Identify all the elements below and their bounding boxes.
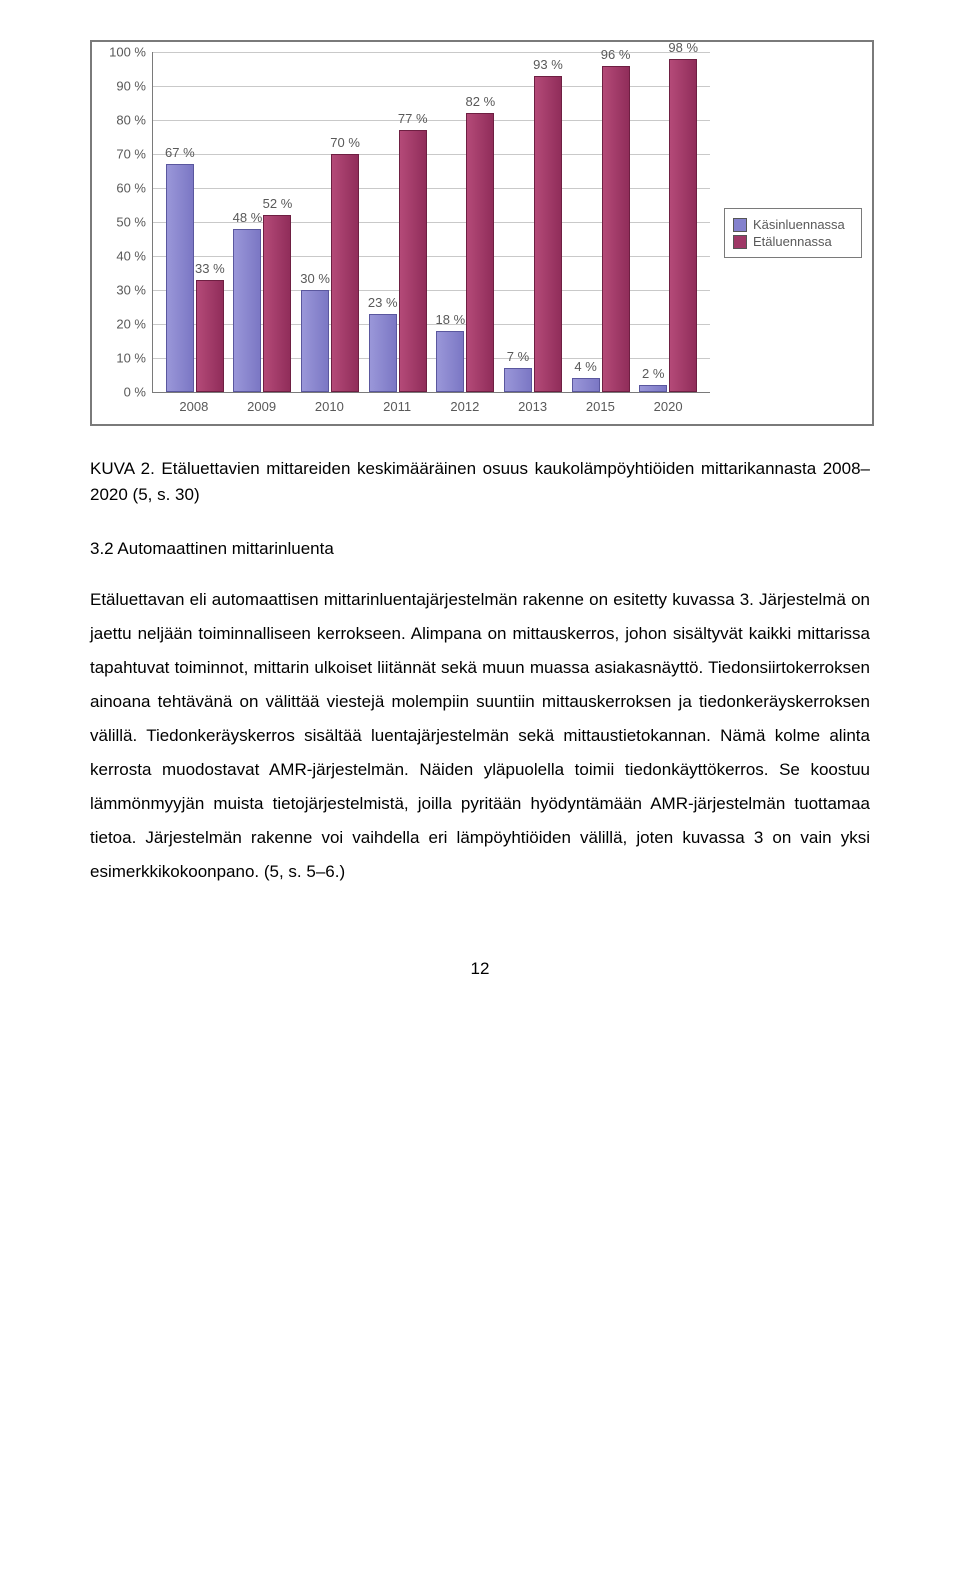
bar-group: 48 %52 % xyxy=(233,52,291,392)
bar-series-b: 93 % xyxy=(534,76,562,392)
bar-value-label: 77 % xyxy=(398,111,428,126)
page-number: 12 xyxy=(90,959,870,979)
bar-group: 2 %98 % xyxy=(639,52,697,392)
body-paragraph: Etäluettavan eli automaattisen mittarinl… xyxy=(90,583,870,889)
bar-series-a: 4 % xyxy=(572,378,600,392)
x-tick-label: 2013 xyxy=(503,399,563,414)
y-tick-label: 100 % xyxy=(98,45,146,60)
bar-series-b: 33 % xyxy=(196,280,224,392)
legend-swatch-b xyxy=(733,235,747,249)
bar-series-a: 48 % xyxy=(233,229,261,392)
y-tick-label: 20 % xyxy=(98,317,146,332)
bar-group: 67 %33 % xyxy=(166,52,224,392)
bar-series-a: 30 % xyxy=(301,290,329,392)
legend-swatch-a xyxy=(733,218,747,232)
y-tick-label: 50 % xyxy=(98,215,146,230)
bar-value-label: 52 % xyxy=(263,196,293,211)
bar-value-label: 82 % xyxy=(465,94,495,109)
bar-series-a: 7 % xyxy=(504,368,532,392)
x-tick-label: 2020 xyxy=(638,399,698,414)
legend-label-b: Etäluennassa xyxy=(753,234,832,249)
bar-group: 7 %93 % xyxy=(504,52,562,392)
bar-series-a: 18 % xyxy=(436,331,464,392)
legend-item-b: Etäluennassa xyxy=(733,234,853,249)
bar-series-b: 52 % xyxy=(263,215,291,392)
chart-inner: 0 % 10 % 20 % 30 % 40 % 50 % 60 % 70 % 80 % 90 % 1… xyxy=(92,42,872,424)
legend: Käsinluennassa Etäluennassa xyxy=(724,208,862,258)
y-tick-label: 30 % xyxy=(98,283,146,298)
bar-value-label: 30 % xyxy=(300,271,330,286)
bar-value-label: 67 % xyxy=(165,145,195,160)
y-tick-label: 40 % xyxy=(98,249,146,264)
bar-series-a: 67 % xyxy=(166,164,194,392)
bar-series-b: 98 % xyxy=(669,59,697,392)
bar-series-b: 96 % xyxy=(602,66,630,392)
bar-chart: 0 % 10 % 20 % 30 % 40 % 50 % 60 % 70 % 80 % 90 % 1… xyxy=(90,40,874,426)
bar-value-label: 70 % xyxy=(330,135,360,150)
section-title: 3.2 Automaattinen mittarinluenta xyxy=(90,539,870,559)
bar-value-label: 93 % xyxy=(533,57,563,72)
legend-label-a: Käsinluennassa xyxy=(753,217,845,232)
bar-value-label: 4 % xyxy=(574,359,596,374)
y-tick-label: 70 % xyxy=(98,147,146,162)
bar-series-b: 70 % xyxy=(331,154,359,392)
y-tick-label: 80 % xyxy=(98,113,146,128)
bar-value-label: 96 % xyxy=(601,47,631,62)
bar-series-a: 2 % xyxy=(639,385,667,392)
page: 0 % 10 % 20 % 30 % 40 % 50 % 60 % 70 % 80 % 90 % 1… xyxy=(0,0,960,1019)
plot-column: 0 % 10 % 20 % 30 % 40 % 50 % 60 % 70 % 80 % 90 % 1… xyxy=(92,42,710,424)
x-tick-label: 2011 xyxy=(367,399,427,414)
x-axis: 2008 2009 2010 2011 2012 2013 2015 2020 xyxy=(152,393,710,424)
x-tick-label: 2010 xyxy=(299,399,359,414)
y-tick-label: 90 % xyxy=(98,79,146,94)
x-tick-label: 2015 xyxy=(570,399,630,414)
x-tick-label: 2012 xyxy=(435,399,495,414)
bars-row: 67 %33 %48 %52 %30 %70 %23 %77 %18 %82 %… xyxy=(153,52,710,392)
bar-value-label: 33 % xyxy=(195,261,225,276)
y-tick-label: 10 % xyxy=(98,351,146,366)
bar-series-b: 82 % xyxy=(466,113,494,392)
bar-value-label: 48 % xyxy=(233,210,263,225)
x-tick-label: 2008 xyxy=(164,399,224,414)
bar-value-label: 23 % xyxy=(368,295,398,310)
bar-series-b: 77 % xyxy=(399,130,427,392)
bar-group: 30 %70 % xyxy=(301,52,359,392)
bar-value-label: 7 % xyxy=(507,349,529,364)
plot-area: 0 %10 %20 %30 %40 %50 %60 %70 %80 %90 %1… xyxy=(152,52,710,393)
bar-value-label: 2 % xyxy=(642,366,664,381)
bar-value-label: 98 % xyxy=(668,40,698,55)
legend-item-a: Käsinluennassa xyxy=(733,217,853,232)
y-tick-label: 0 % xyxy=(98,385,146,400)
figure-caption: KUVA 2. Etäluettavien mittareiden keskim… xyxy=(90,456,870,509)
x-tick-label: 2009 xyxy=(232,399,292,414)
bar-series-a: 23 % xyxy=(369,314,397,392)
bar-group: 4 %96 % xyxy=(572,52,630,392)
bar-group: 23 %77 % xyxy=(369,52,427,392)
bar-group: 18 %82 % xyxy=(436,52,494,392)
y-tick-label: 60 % xyxy=(98,181,146,196)
bar-value-label: 18 % xyxy=(435,312,465,327)
